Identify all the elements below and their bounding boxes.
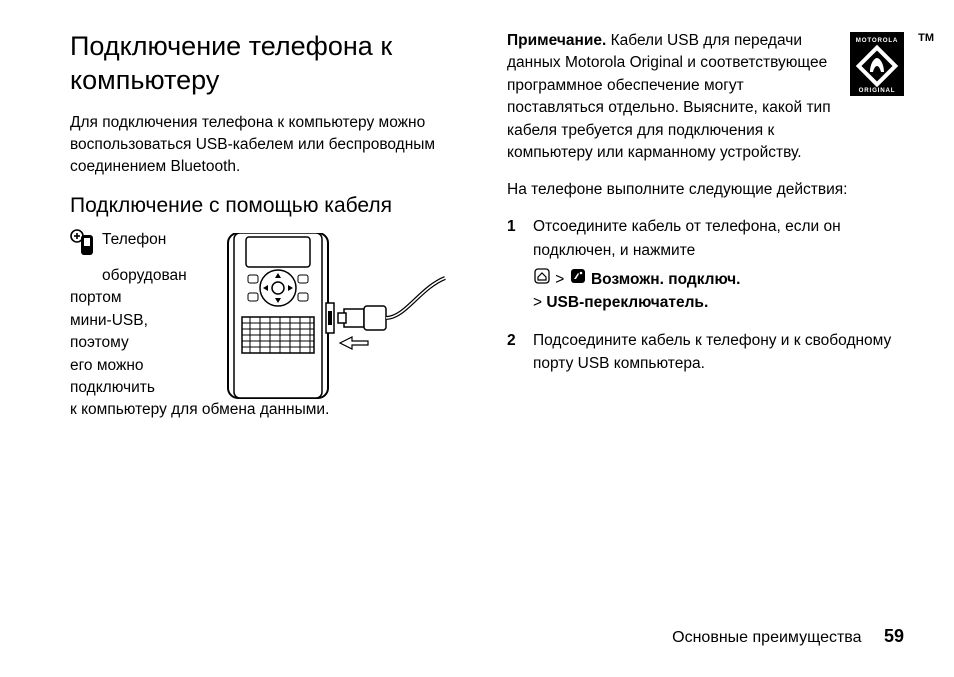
svg-text:ORIGINAL: ORIGINAL (859, 87, 896, 94)
step-body: Отсоедините кабель от телефона, если он … (533, 215, 904, 314)
cable-line-d: мини-USB, (70, 312, 148, 329)
phone-usb-illustration (220, 233, 450, 403)
step-1: 1 Отсоедините кабель от телефона, если о… (507, 215, 904, 314)
left-column: Подключение телефона к компьютеру Для по… (70, 30, 467, 422)
intro-paragraph: Для подключения телефона к компьютеру мо… (70, 112, 467, 179)
svg-text:MOTOROLA: MOTOROLA (856, 37, 898, 44)
cable-line-c: портом (70, 289, 122, 306)
steps-lead: На телефоне выполните следующие действия… (507, 179, 904, 201)
phone-info-icon (70, 229, 96, 264)
tools-menu-icon (570, 268, 586, 291)
two-column-layout: Подключение телефона к компьютеру Для по… (70, 30, 904, 422)
note-body: Кабели USB для передачи данных Motorola … (507, 32, 831, 161)
note-label: Примечание. (507, 32, 606, 49)
home-key-icon (534, 268, 550, 291)
footer-section: Основные преимущества (672, 629, 861, 646)
step-number: 1 (507, 215, 519, 314)
motorola-original-logo: MOTOROLA ORIGINAL TM (850, 32, 904, 101)
cable-line-e: поэтому (70, 334, 129, 351)
nav-item-1: Возможн. подключ. (591, 271, 740, 288)
note-paragraph: Примечание. Кабели USB для передачи данн… (507, 30, 904, 165)
step1-text: Отсоедините кабель от телефона, если он … (533, 218, 841, 258)
subheading-cable: Подключение с помощью кабеля (70, 193, 467, 219)
cable-block: Телефон оборудован портом мини-USB, поэт… (70, 229, 467, 422)
cable-line-a: Телефон (102, 231, 166, 248)
right-column: MOTOROLA ORIGINAL TM Примечание. Кабели … (507, 30, 904, 422)
page-footer: Основные преимущества 59 (672, 626, 904, 647)
cable-line-f: его можно (70, 357, 144, 374)
steps-list: 1 Отсоедините кабель от телефона, если о… (507, 215, 904, 375)
step-body: Подсоедините кабель к телефону и к свобо… (533, 329, 904, 376)
nav-item-2: USB-переключатель. (546, 294, 708, 311)
navigation-path: > Возможн. подключ. > USB-переключатель. (533, 268, 904, 315)
cable-line-g: подключить (70, 379, 155, 396)
trademark-symbol: TM (918, 32, 934, 44)
cable-line-b: оборудован (102, 267, 187, 284)
cable-wrap-text: Телефон оборудован портом мини-USB, поэт… (70, 229, 215, 399)
page-number: 59 (884, 626, 904, 646)
step-2: 2 Подсоедините кабель к телефону и к сво… (507, 329, 904, 376)
step-number: 2 (507, 329, 519, 376)
page-title: Подключение телефона к компьютеру (70, 30, 467, 98)
